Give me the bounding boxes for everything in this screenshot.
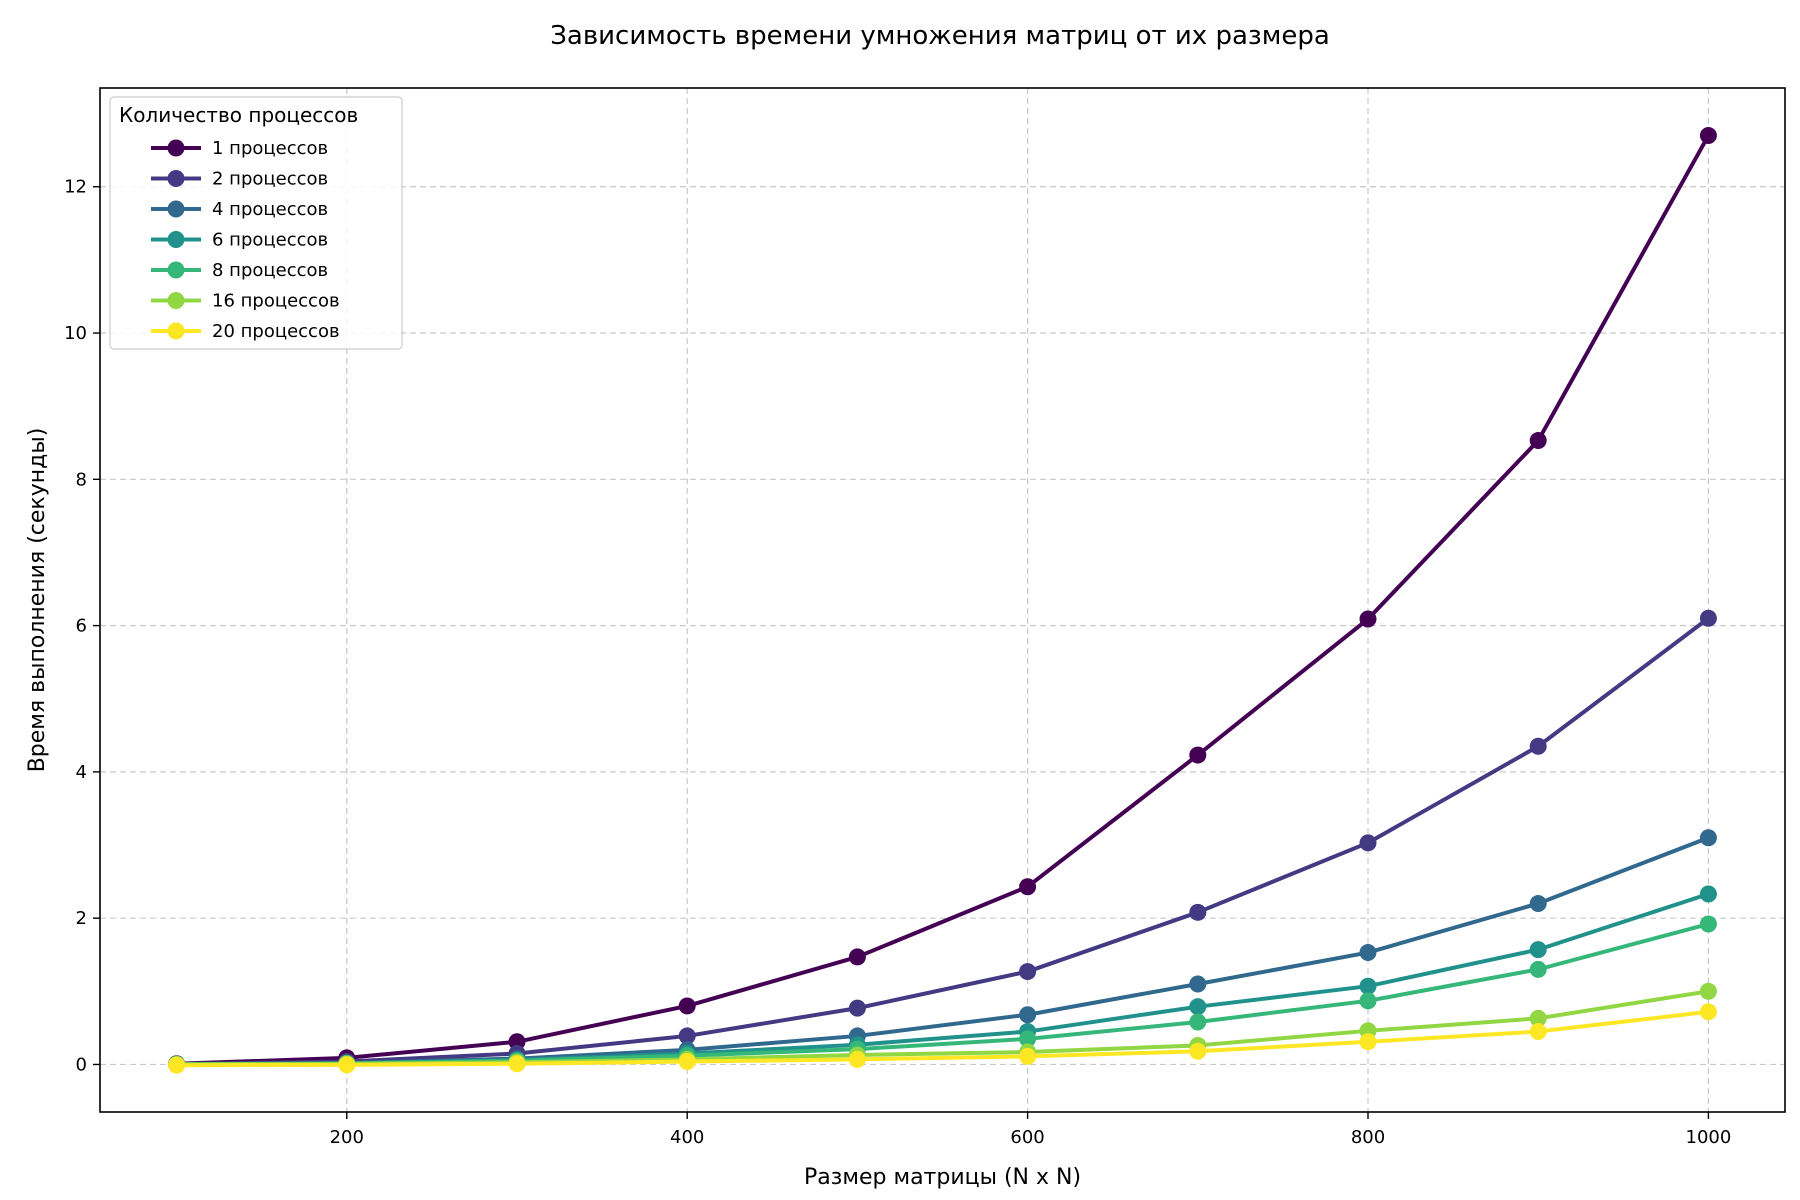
legend-item: 4 процессов (151, 199, 328, 220)
legend-item: 2 процессов (151, 169, 328, 190)
data-point (1189, 746, 1207, 764)
plot-frame (99, 87, 1786, 1113)
legend-item: 1 процессов (151, 138, 328, 159)
legend-label: 6 процессов (212, 230, 328, 251)
x-tick-label: 1000 (1686, 1127, 1732, 1148)
y-tick-label: 2 (76, 908, 87, 929)
y-tick-label: 4 (76, 762, 87, 783)
legend-label: 2 процессов (212, 169, 328, 190)
data-point (848, 1050, 866, 1068)
y-axis-label: Время выполнения (секунды) (25, 428, 50, 773)
y-tick-label: 12 (64, 177, 87, 198)
data-point (1359, 610, 1377, 628)
data-point (1529, 895, 1547, 913)
series-layer (168, 127, 1717, 1074)
data-point (1529, 1023, 1547, 1041)
data-point (1189, 1042, 1207, 1060)
legend-marker (167, 170, 185, 187)
legend-marker (167, 231, 185, 248)
legend-marker (167, 261, 185, 279)
x-tick-label: 200 (330, 1127, 364, 1148)
legend-marker (167, 322, 185, 340)
data-point (1359, 834, 1377, 852)
series-line (174, 922, 1711, 1067)
data-point (1699, 829, 1717, 847)
legend-label: 4 процессов (212, 199, 328, 220)
data-point (1019, 878, 1037, 896)
data-point (1699, 609, 1717, 627)
legend-label: 16 процессов (212, 291, 340, 312)
data-point (1699, 127, 1717, 145)
data-point (1699, 885, 1717, 903)
data-point (1189, 903, 1207, 921)
x-tick-label: 800 (1351, 1127, 1385, 1148)
x-tick-label: 400 (670, 1127, 704, 1148)
data-point (1699, 982, 1717, 1000)
data-point (1019, 1006, 1037, 1024)
legend-items: 1 процессов 2 процессов 4 процессов 6 проце… (151, 138, 340, 342)
legend-label: 20 процессов (212, 321, 340, 342)
y-tick-label: 8 (76, 469, 87, 490)
data-point (1359, 992, 1377, 1010)
x-tick-label: 600 (1010, 1127, 1044, 1148)
data-point (1529, 960, 1547, 978)
legend: Количество процессов 1 процессов 2 процес… (109, 96, 403, 350)
data-point (508, 1055, 526, 1073)
series-line (174, 616, 1711, 1067)
legend-marker (167, 139, 185, 157)
y-tick-label: 0 (76, 1054, 87, 1075)
data-point (1019, 1047, 1037, 1065)
series-line (174, 133, 1711, 1066)
legend-label: 8 процессов (212, 260, 328, 281)
data-point (1359, 944, 1377, 962)
series-line (174, 835, 1711, 1067)
x-axis-label: Размер матрицы (N x N) (804, 1165, 1081, 1190)
legend-title: Количество процессов (119, 103, 358, 127)
data-point (1529, 941, 1547, 959)
data-point (678, 997, 696, 1015)
legend-marker (167, 200, 185, 218)
series-5 (168, 915, 1717, 1073)
data-point (1529, 737, 1547, 755)
data-point (168, 1056, 186, 1074)
data-point (678, 1027, 696, 1045)
data-point (1189, 998, 1207, 1016)
y-tick-label: 6 (76, 616, 87, 637)
chart-title: Зависимость времени умножения матриц от … (550, 21, 1330, 51)
data-point (848, 948, 866, 966)
data-point (1019, 963, 1037, 981)
data-point (848, 999, 866, 1017)
legend-item: 16 процессов (151, 291, 340, 312)
data-point (1019, 1030, 1037, 1048)
legend-item: 8 процессов (151, 260, 328, 281)
legend-item: 20 процессов (151, 321, 340, 342)
data-point (1699, 1003, 1717, 1021)
data-point (1529, 432, 1547, 450)
data-point (1189, 1013, 1207, 1031)
data-point (1359, 1033, 1377, 1051)
data-point (1359, 977, 1377, 995)
legend-box (109, 96, 403, 350)
data-point (1529, 1009, 1547, 1027)
data-point (1189, 975, 1207, 993)
data-point (338, 1056, 356, 1074)
series-line (174, 1009, 1711, 1068)
data-point (678, 1053, 696, 1071)
legend-marker (167, 292, 185, 309)
ticks-layer: 200 400 600 800 1000 0 2 4 6 8 10 12 (64, 177, 1731, 1148)
legend-item: 6 процессов (151, 230, 328, 251)
legend-label: 1 процессов (212, 138, 328, 159)
series-2 (168, 609, 1717, 1073)
series-7 (168, 1003, 1717, 1074)
data-point (508, 1033, 526, 1051)
y-tick-label: 10 (64, 323, 87, 344)
data-point (1699, 915, 1717, 933)
